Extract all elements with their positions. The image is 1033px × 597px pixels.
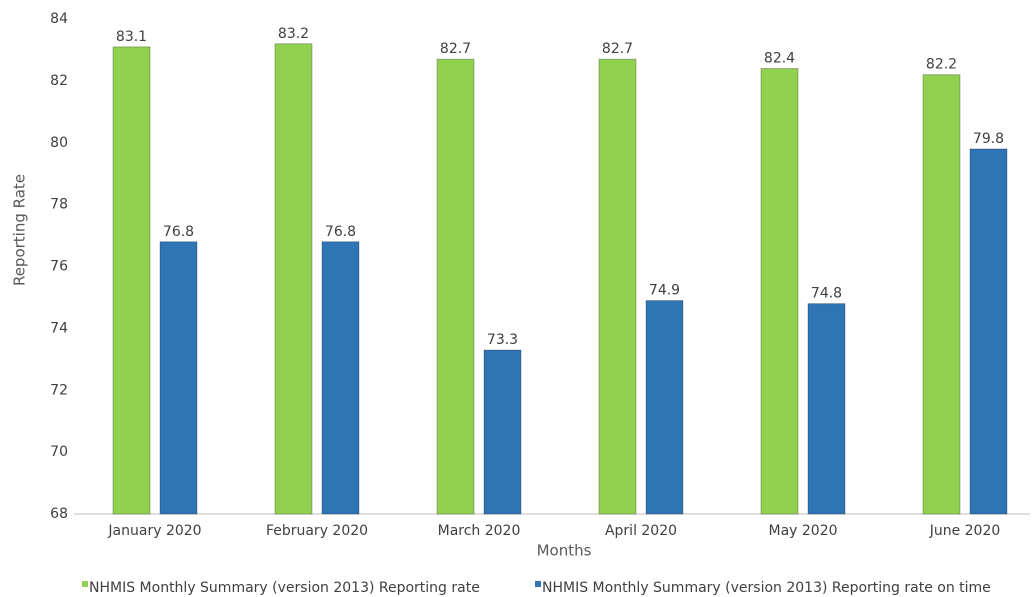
y-tick-label: 82 — [50, 73, 68, 89]
legend-swatch — [82, 581, 88, 587]
y-tick-label: 84 — [50, 11, 68, 27]
y-tick-label: 68 — [50, 506, 68, 522]
bar — [807, 303, 846, 515]
x-axis-title: Months — [537, 542, 592, 560]
bar — [969, 148, 1008, 515]
legend-label: NHMIS Monthly Summary (version 2013) Rep… — [542, 580, 991, 596]
bar — [274, 43, 313, 515]
x-tick-label: March 2020 — [438, 523, 521, 539]
x-tick-label: February 2020 — [266, 523, 368, 539]
data-label: 79.8 — [973, 131, 1004, 147]
data-label: 83.2 — [278, 26, 309, 42]
y-tick-label: 76 — [50, 259, 68, 275]
data-label: 73.3 — [487, 332, 518, 348]
data-label: 83.1 — [116, 29, 147, 45]
y-tick-label: 80 — [50, 135, 68, 151]
data-label: 74.9 — [649, 283, 680, 299]
y-tick-label: 74 — [50, 320, 68, 336]
x-tick-label: June 2020 — [929, 523, 1001, 539]
y-tick-label: 78 — [50, 197, 68, 213]
x-tick-label: May 2020 — [768, 523, 837, 539]
data-label: 82.7 — [440, 41, 471, 57]
bar — [760, 68, 799, 515]
x-tick-label: January 2020 — [107, 523, 201, 539]
x-tick-label: April 2020 — [605, 523, 677, 539]
y-tick-label: 72 — [50, 382, 68, 398]
bar — [598, 58, 637, 515]
bar — [112, 46, 151, 515]
data-label: 82.2 — [926, 57, 957, 73]
y-tick-label: 70 — [50, 444, 68, 460]
data-label: 76.8 — [163, 224, 194, 240]
data-label: 76.8 — [325, 224, 356, 240]
legend-label: NHMIS Monthly Summary (version 2013) Rep… — [89, 580, 480, 596]
data-label: 74.8 — [811, 286, 842, 302]
y-axis-title: Reporting Rate — [11, 174, 29, 286]
bar — [483, 349, 522, 515]
legend-swatch — [535, 581, 541, 587]
bar — [321, 241, 360, 515]
bar — [645, 300, 684, 515]
bar — [436, 58, 475, 515]
data-label: 82.7 — [602, 41, 633, 57]
bar — [159, 241, 198, 515]
data-label: 82.4 — [764, 51, 795, 67]
bar — [922, 74, 961, 515]
